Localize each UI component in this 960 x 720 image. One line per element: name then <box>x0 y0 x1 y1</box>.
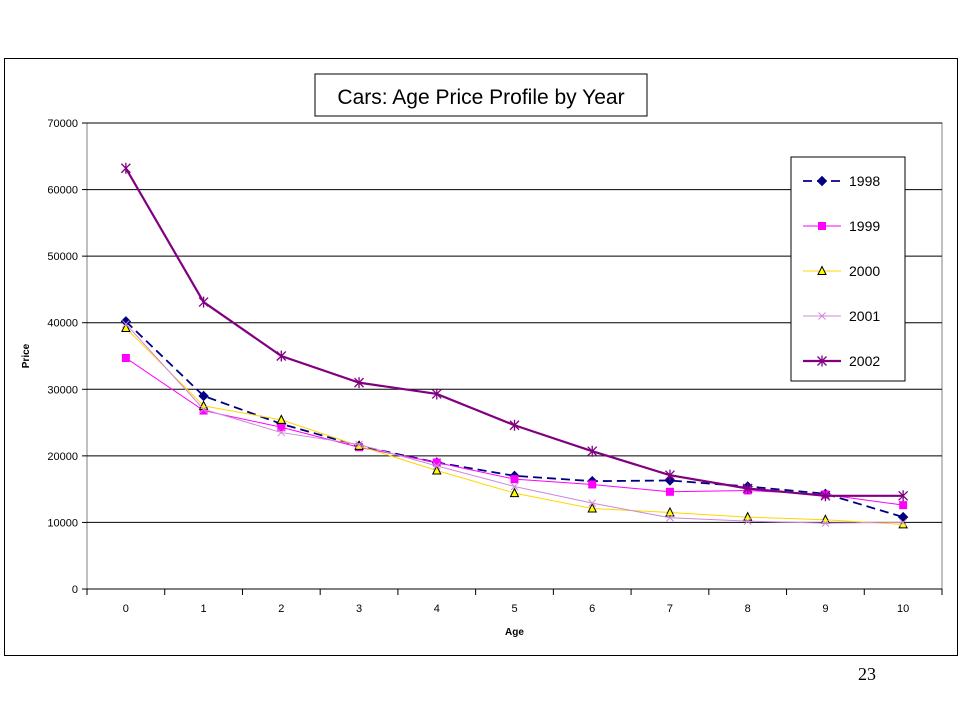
y-tick-label: 50000 <box>47 251 78 263</box>
data-point-2000 <box>276 414 287 424</box>
data-point-2002 <box>276 350 287 362</box>
y-axis-title: Price <box>21 343 32 368</box>
x-axis-title: Age <box>505 627 524 638</box>
legend-label: 2000 <box>849 263 880 279</box>
legend-label: 1998 <box>849 173 880 189</box>
legend-label: 2002 <box>849 353 880 369</box>
y-tick-label: 20000 <box>47 451 78 463</box>
data-point-2002 <box>898 490 909 502</box>
data-point-2002 <box>431 388 442 400</box>
data-point-2001 <box>432 461 441 470</box>
x-tick-label: 10 <box>897 603 909 615</box>
x-tick-label: 7 <box>667 603 673 615</box>
data-point-1999 <box>510 475 519 484</box>
x-tick-label: 9 <box>822 603 828 615</box>
data-point-1999 <box>588 480 597 489</box>
chart-title: Cars: Age Price Profile by Year <box>337 86 624 109</box>
legend-marker-1998 <box>816 175 828 187</box>
legend-label: 2001 <box>849 308 880 324</box>
chart-frame: 0 10000 20000 30000 40000 50000 60000 70000 0 1 2 3… <box>4 58 958 656</box>
x-tick-label: 1 <box>201 603 207 615</box>
data-point-2001 <box>588 499 597 507</box>
x-tick-label: 8 <box>745 603 751 615</box>
page-number: 23 <box>858 664 876 684</box>
data-point-2002 <box>742 482 753 494</box>
data-point-2001 <box>666 513 674 522</box>
y-tick-label: 70000 <box>47 118 78 130</box>
data-point-2002 <box>509 419 520 431</box>
y-tick-label: 30000 <box>47 384 78 396</box>
data-point-2002 <box>198 296 209 308</box>
data-point-1999 <box>899 501 908 510</box>
legend-marker-2000 <box>817 265 827 275</box>
series-line-1998 <box>125 320 904 518</box>
data-point-2001 <box>743 517 752 525</box>
legend-label: 1999 <box>849 218 880 234</box>
data-point-2001 <box>122 320 130 328</box>
data-point-2002 <box>587 445 598 457</box>
x-tick-label: 6 <box>589 603 595 615</box>
data-point-2001 <box>277 428 286 437</box>
y-tick-label: 60000 <box>47 185 78 197</box>
data-point-2000 <box>431 464 442 475</box>
data-point-2002 <box>820 490 831 502</box>
x-tick-label: 5 <box>511 603 517 615</box>
data-point-2000 <box>665 506 675 517</box>
legend-marker-2002 <box>817 355 827 367</box>
data-point-2000 <box>509 487 520 498</box>
x-tick-label: 2 <box>278 603 284 615</box>
y-tick-label: 0 <box>72 584 78 596</box>
legend-marker-1999 <box>818 222 826 230</box>
data-point-2001 <box>899 518 907 527</box>
data-point-2001 <box>355 440 363 449</box>
data-point-2002 <box>120 162 131 174</box>
x-tick-label: 3 <box>356 603 362 615</box>
x-tick-label: 4 <box>434 603 440 615</box>
data-point-2000 <box>121 322 131 333</box>
chart-title-box <box>314 73 648 117</box>
data-point-2000 <box>587 502 598 513</box>
legend-marker-2001 <box>818 312 826 320</box>
data-point-1999 <box>121 353 130 362</box>
line-chart: 0 10000 20000 30000 40000 50000 60000 70000 0 1 2 3… <box>21 73 943 638</box>
x-tick-label: 0 <box>123 603 129 615</box>
data-point-2001 <box>821 519 830 527</box>
data-point-2002 <box>354 377 365 389</box>
data-point-2002 <box>664 469 675 481</box>
y-tick-label: 10000 <box>47 517 78 529</box>
y-tick-label: 40000 <box>47 318 78 330</box>
data-point-1999 <box>665 487 674 496</box>
data-point-2001 <box>510 482 519 491</box>
data-point-2001 <box>199 405 208 414</box>
legend-box <box>790 156 906 382</box>
